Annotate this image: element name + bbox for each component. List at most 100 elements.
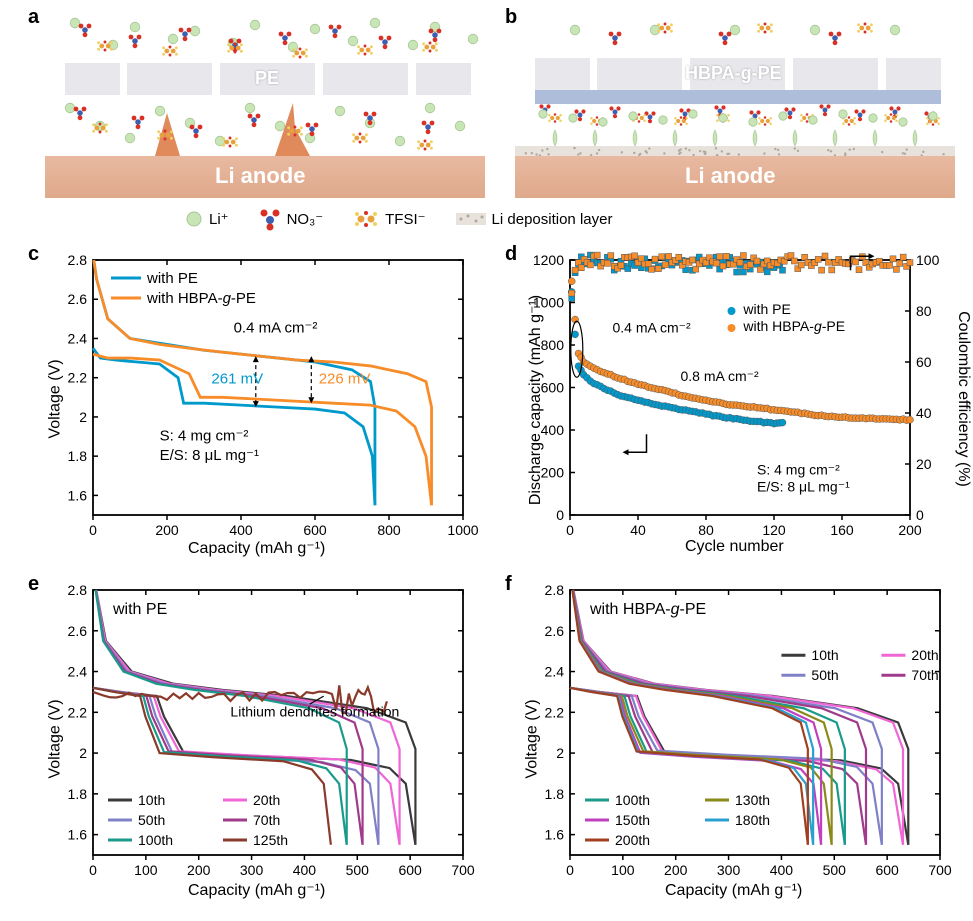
svg-text:with HBPA-g-PE: with HBPA-g-PE [146, 290, 256, 307]
svg-text:10th: 10th [811, 647, 838, 663]
svg-text:700: 700 [928, 862, 952, 878]
svg-text:10th: 10th [138, 792, 165, 808]
svg-text:80: 80 [698, 522, 714, 538]
svg-text:Lithium dendrites formation: Lithium dendrites formation [230, 703, 399, 719]
svg-text:800: 800 [377, 522, 401, 538]
svg-text:600: 600 [303, 522, 327, 538]
anode-label-b: Li anode [685, 163, 775, 189]
panel-label-a: a [28, 6, 39, 29]
schematic-a: PE Li anode [45, 8, 485, 198]
chart-e-ylabel: Voltage (V) [47, 699, 65, 778]
svg-text:0: 0 [89, 522, 97, 538]
svg-text:E/S: 8 μL mg⁻¹: E/S: 8 μL mg⁻¹ [160, 447, 259, 464]
svg-text:2.4: 2.4 [68, 664, 88, 680]
svg-text:2: 2 [556, 745, 564, 761]
svg-text:500: 500 [823, 862, 847, 878]
chart-d: 0408012016020002004006008001000120002040… [505, 250, 965, 560]
chart-f-ylabel: Voltage (V) [524, 699, 542, 778]
svg-text:160: 160 [830, 522, 854, 538]
svg-text:226 mV: 226 mV [319, 371, 371, 388]
separator-label-b: HBPA-g-PE [685, 63, 782, 84]
svg-text:400: 400 [229, 522, 253, 538]
separator-label-a: PE [255, 68, 279, 89]
chart-d-ylabel2: Coulombic efficiency (%) [954, 311, 972, 487]
svg-text:200: 200 [187, 862, 211, 878]
species-legend: Li⁺ NO₃⁻ TFSI⁻ Li deposition layer [185, 208, 612, 230]
svg-text:100: 100 [916, 252, 940, 268]
chart-c-xlabel: Capacity (mAh g⁻¹) [188, 538, 325, 558]
svg-text:700: 700 [451, 862, 475, 878]
svg-text:with PE: with PE [146, 270, 198, 287]
svg-text:500: 500 [346, 862, 370, 878]
svg-text:0.4 mA cm⁻²: 0.4 mA cm⁻² [234, 320, 318, 337]
svg-text:0.8 mA cm⁻²: 0.8 mA cm⁻² [681, 368, 760, 384]
svg-text:125th: 125th [253, 832, 288, 848]
svg-text:50th: 50th [138, 812, 165, 828]
chart-e-xlabel: Capacity (mAh g⁻¹) [188, 880, 325, 900]
svg-text:0: 0 [566, 522, 574, 538]
svg-text:40: 40 [916, 405, 932, 421]
svg-text:with HBPA-g-PE: with HBPA-g-PE [589, 601, 706, 618]
svg-text:200th: 200th [615, 832, 650, 848]
svg-text:2.2: 2.2 [68, 370, 88, 386]
svg-text:100th: 100th [138, 832, 173, 848]
legend-tfsi: TFSI⁻ [385, 210, 425, 228]
svg-text:130th: 130th [735, 792, 770, 808]
svg-text:100: 100 [611, 862, 635, 878]
svg-text:2.8: 2.8 [68, 252, 88, 268]
svg-text:2: 2 [79, 409, 87, 425]
svg-text:2.2: 2.2 [545, 704, 565, 720]
chart-d-ylabel: Discharge capacity (mAh g⁻¹) [525, 295, 545, 505]
svg-text:20: 20 [916, 456, 932, 472]
svg-text:200: 200 [898, 522, 922, 538]
svg-text:S: 4 mg cm⁻²: S: 4 mg cm⁻² [160, 427, 249, 444]
svg-text:0: 0 [916, 507, 924, 523]
svg-text:2.8: 2.8 [545, 582, 565, 598]
svg-text:261 mV: 261 mV [211, 371, 263, 388]
svg-text:70th: 70th [911, 667, 938, 683]
svg-text:60: 60 [916, 354, 932, 370]
svg-text:1.8: 1.8 [68, 448, 88, 464]
svg-text:120: 120 [762, 522, 786, 538]
svg-text:0: 0 [566, 862, 574, 878]
svg-text:20th: 20th [253, 792, 280, 808]
svg-text:0.4 mA cm⁻²: 0.4 mA cm⁻² [613, 319, 692, 335]
chart-e: 01002003004005006007001.61.822.22.42.62.… [28, 580, 488, 910]
svg-text:200: 200 [664, 862, 688, 878]
svg-text:600: 600 [398, 862, 422, 878]
svg-text:80: 80 [916, 303, 932, 319]
svg-text:1.8: 1.8 [68, 786, 88, 802]
svg-text:2.4: 2.4 [545, 664, 565, 680]
svg-text:200: 200 [155, 522, 179, 538]
chart-c: 020040060080010001.61.822.22.42.62.8with… [28, 250, 488, 560]
svg-text:2.6: 2.6 [68, 623, 88, 639]
legend-no3: NO₃⁻ [287, 210, 324, 228]
svg-text:with PE: with PE [112, 601, 167, 618]
svg-text:1.6: 1.6 [68, 827, 88, 843]
svg-text:0: 0 [556, 507, 564, 523]
legend-dep: Li deposition layer [492, 211, 613, 228]
svg-text:1000: 1000 [447, 522, 478, 538]
svg-text:400: 400 [293, 862, 317, 878]
svg-text:2.8: 2.8 [68, 582, 88, 598]
svg-text:40: 40 [630, 522, 646, 538]
svg-text:1.6: 1.6 [545, 827, 565, 843]
svg-text:with PE: with PE [742, 301, 790, 317]
chart-f-xlabel: Capacity (mAh g⁻¹) [665, 880, 802, 900]
svg-text:1200: 1200 [533, 252, 564, 268]
schematic-b: HBPA-g-PE Li anode [515, 8, 955, 198]
svg-text:70th: 70th [253, 812, 280, 828]
svg-text:2.2: 2.2 [68, 704, 88, 720]
svg-text:180th: 180th [735, 812, 770, 828]
svg-text:20th: 20th [911, 647, 938, 663]
svg-text:2.6: 2.6 [68, 291, 88, 307]
svg-text:300: 300 [717, 862, 741, 878]
chart-c-ylabel: Voltage (V) [47, 359, 65, 438]
anode-label-a: Li anode [215, 163, 305, 189]
svg-text:S: 4 mg cm⁻²: S: 4 mg cm⁻² [757, 462, 840, 478]
svg-text:100th: 100th [615, 792, 650, 808]
svg-text:100: 100 [134, 862, 158, 878]
svg-text:150th: 150th [615, 812, 650, 828]
legend-li: Li⁺ [209, 210, 229, 228]
svg-text:0: 0 [89, 862, 97, 878]
